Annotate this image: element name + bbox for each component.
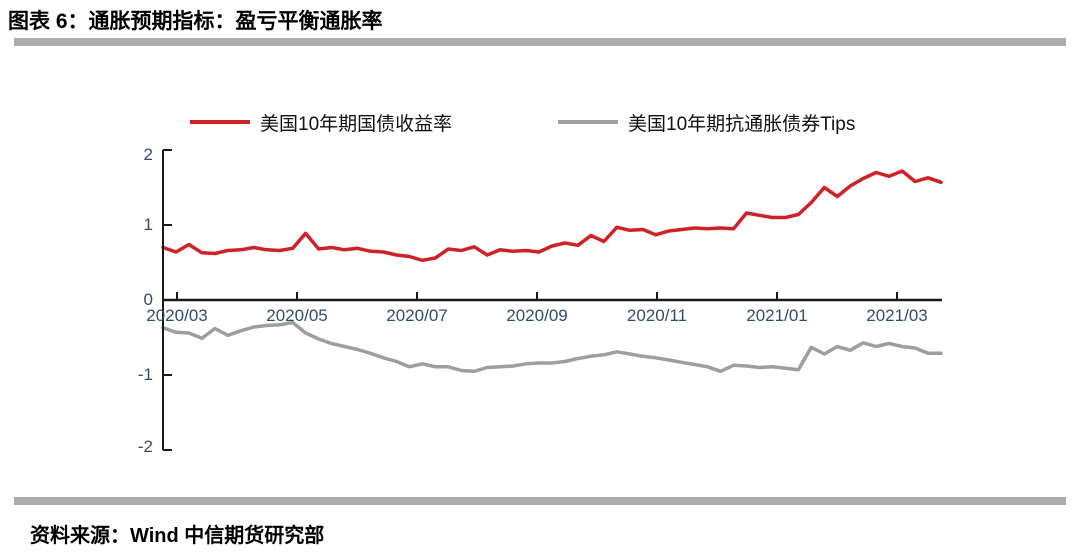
series-line-0 — [161, 169, 943, 263]
legend-label-treasury-yield: 美国10年期国债收益率 — [260, 113, 453, 135]
y-tick-label: 0 — [143, 290, 153, 309]
y-tick-label: 2 — [143, 145, 153, 164]
chart-title: 图表 6：通胀预期指标：盈亏平衡通胀率 — [8, 10, 383, 33]
x-tick-label: 2020/11 — [626, 306, 688, 325]
legend-label-tips: 美国10年期抗通胀债券Tips — [628, 113, 856, 135]
legend-line-gray — [558, 120, 618, 124]
x-tick-label: 2021/03 — [866, 306, 928, 325]
x-tick-label: 2020/07 — [386, 306, 448, 325]
source-note: 资料来源：Wind 中信期货研究部 — [30, 525, 325, 547]
x-tick-label: 2020/05 — [266, 306, 328, 325]
y-tick-label: -1 — [137, 365, 153, 384]
top-divider — [14, 38, 1066, 46]
legend-line-red — [190, 120, 250, 124]
y-tick-label: -2 — [137, 437, 153, 456]
x-tick-label: 2021/01 — [746, 306, 808, 325]
series-line-1 — [161, 320, 943, 374]
y-tick-label: 1 — [143, 215, 153, 234]
bottom-divider — [14, 497, 1066, 505]
x-tick-label: 2020/09 — [506, 306, 568, 325]
legend-item-treasury-yield: 美国10年期国债收益率 — [190, 109, 452, 135]
legend-item-tips: 美国10年期抗通胀债券Tips — [558, 109, 855, 135]
x-tick-label: 2020/03 — [146, 306, 208, 325]
